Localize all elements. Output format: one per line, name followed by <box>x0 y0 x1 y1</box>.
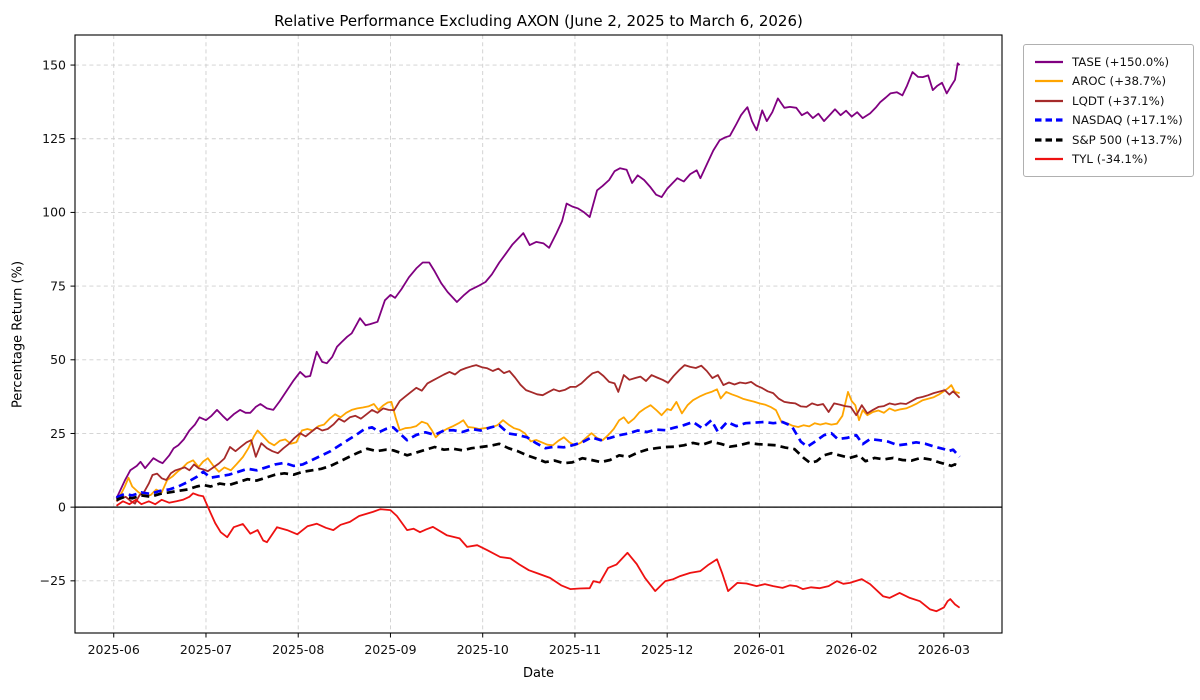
x-tick-label: 2025-10 <box>457 642 509 657</box>
x-tick-label: 2025-12 <box>641 642 693 657</box>
y-tick-label: 25 <box>50 426 66 441</box>
y-tick-label: 50 <box>50 352 66 367</box>
y-tick-label: 150 <box>42 57 66 72</box>
legend-line-sample <box>1035 138 1063 142</box>
legend-label: TYL (-34.1%) <box>1072 152 1148 167</box>
y-tick-label: −25 <box>40 573 66 588</box>
y-tick-label: 0 <box>58 499 66 514</box>
legend-entry: NASDAQ (+17.1%) <box>1033 111 1183 131</box>
series-line-nasdaq <box>115 418 961 499</box>
legend-label: LQDT (+37.1%) <box>1072 93 1165 108</box>
series-line-tyl <box>115 492 961 613</box>
x-tick-label: 2025-08 <box>272 642 324 657</box>
x-tick-label: 2026-03 <box>918 642 970 657</box>
y-tick-label: 125 <box>42 131 66 146</box>
x-tick-label: 2025-06 <box>88 642 140 657</box>
series-line-tase <box>115 62 961 499</box>
x-axis-label: Date <box>522 666 555 681</box>
x-tick-label: 2025-09 <box>364 642 416 657</box>
y-axis-label: Percentage Return (%) <box>10 260 26 409</box>
legend-label: AROC (+38.7%) <box>1072 74 1167 89</box>
legend-entry: S&P 500 (+13.7%) <box>1033 130 1183 150</box>
legend-entry: TASE (+150.0%) <box>1033 52 1183 72</box>
x-tick-label: 2025-07 <box>180 642 232 657</box>
series-line-aroc <box>115 384 960 502</box>
x-tick-label: 2026-02 <box>826 642 878 657</box>
y-tick-label: 100 <box>42 205 66 220</box>
legend-line-sample <box>1035 118 1063 122</box>
x-tick-label: 2026-01 <box>733 642 785 657</box>
legend-entry: TYL (-34.1%) <box>1033 150 1183 170</box>
x-tick-label: 2025-11 <box>549 642 601 657</box>
legend-label: NASDAQ (+17.1%) <box>1072 113 1183 128</box>
legend-line-sample <box>1035 99 1063 102</box>
legend-line-sample <box>1035 60 1063 63</box>
series-line-s-p-500 <box>116 440 961 502</box>
legend-line-sample <box>1035 158 1063 161</box>
y-tick-label: 75 <box>50 278 66 293</box>
legend-entry: AROC (+38.7%) <box>1033 72 1183 92</box>
plot-border <box>74 34 1003 634</box>
legend-label: TASE (+150.0%) <box>1072 54 1170 69</box>
legend: TASE (+150.0%) AROC (+38.7%) LQDT (+37.1%)… <box>1023 44 1194 177</box>
legend-line-sample <box>1035 80 1063 83</box>
chart-title: Relative Performance Excluding AXON (Jun… <box>274 12 803 30</box>
legend-entry: LQDT (+37.1%) <box>1033 91 1183 111</box>
legend-label: S&P 500 (+13.7%) <box>1072 132 1183 147</box>
series-line-lqdt <box>116 364 961 505</box>
